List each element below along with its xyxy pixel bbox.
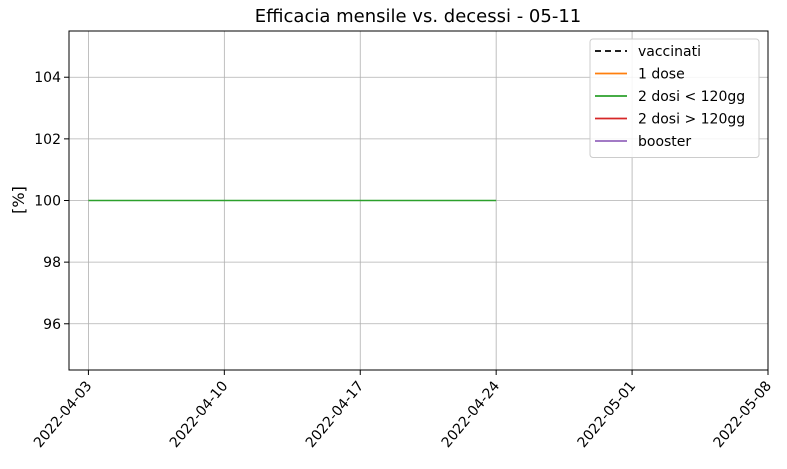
y-axis-label: [%] — [9, 186, 28, 214]
legend-label: 2 dosi < 120gg — [638, 89, 745, 105]
y-tick-label: 98 — [43, 255, 61, 271]
x-tick-label: 2022-04-24 — [439, 378, 504, 451]
x-tick-label: 2022-05-01 — [575, 378, 640, 451]
x-tick-label: 2022-05-08 — [711, 378, 776, 451]
x-tick-label: 2022-04-17 — [303, 378, 368, 451]
legend-label: 2 dosi > 120gg — [638, 112, 745, 128]
y-tick-label: 104 — [34, 70, 61, 86]
legend: vaccinati 1 dose 2 dosi < 120gg 2 dosi > 12… — [589, 38, 760, 158]
legend-box — [589, 38, 760, 158]
x-tick-label: 2022-04-10 — [167, 378, 232, 451]
chart-title: Efficacia mensile vs. decessi - 05-11 — [255, 6, 582, 27]
legend-label: 1 dose — [638, 67, 685, 83]
y-tick-label: 102 — [34, 132, 61, 148]
legend-label: booster — [638, 134, 691, 150]
y-tick-label: 96 — [43, 317, 61, 333]
y-tick-label: 100 — [34, 194, 61, 210]
x-tick-label: 2022-04-03 — [31, 378, 96, 451]
legend-label: vaccinati — [638, 44, 701, 60]
